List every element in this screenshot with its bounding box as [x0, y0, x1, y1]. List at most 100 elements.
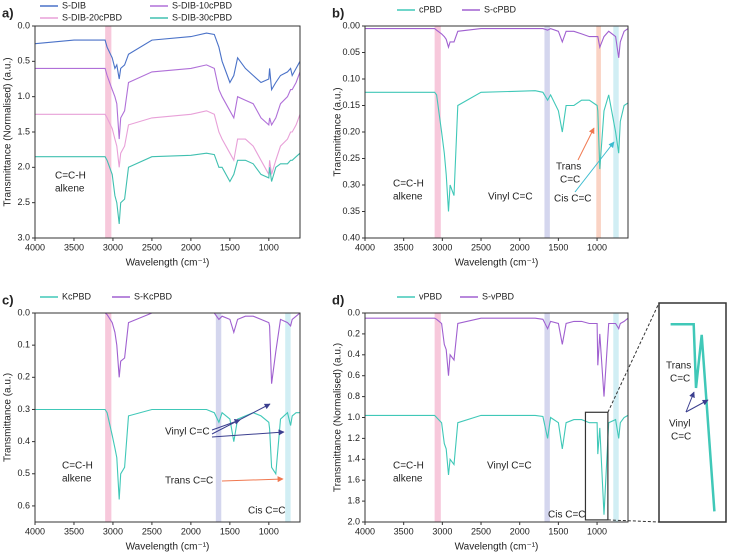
legend-label: S-DIB-20cPBD: [62, 12, 123, 22]
band: [544, 313, 550, 522]
x-tick-label: 3500: [64, 242, 84, 252]
y-tick-label: 0.2: [347, 328, 360, 338]
y-tick-label: 0.15: [342, 100, 360, 110]
annotation: Vinyl C=C: [165, 427, 210, 438]
x-tick-label: 2000: [181, 242, 201, 252]
y-tick-label: 0.25: [342, 153, 360, 163]
legend-label: S-vPBD: [482, 291, 515, 301]
y-tick-label: 0.4: [347, 349, 360, 359]
annotation: C=C-H: [393, 179, 424, 190]
y-tick-label: 2.0: [347, 516, 360, 526]
y-axis-label: Transmittance (Normalised) (a.u.): [333, 343, 344, 492]
annotation: Cis C=C: [548, 510, 586, 521]
x-tick-label: 1000: [587, 242, 607, 252]
x-tick-label: 3500: [64, 526, 84, 536]
band: [544, 26, 550, 238]
y-tick-label: 0.00: [342, 20, 360, 30]
x-tick-label: 3000: [103, 242, 123, 252]
inset-annotation: C=C: [670, 374, 690, 385]
inset-annotation: Vinyl: [669, 419, 691, 430]
band: [285, 313, 291, 522]
panel-label: b): [332, 5, 344, 20]
x-tick-label: 3500: [394, 242, 414, 252]
arrow: [574, 141, 615, 193]
x-tick-label: 2000: [510, 526, 530, 536]
y-tick-label: 0.0: [17, 20, 30, 30]
band: [613, 313, 619, 522]
legend-label: S-KcPBD: [134, 291, 173, 301]
y-tick-label: 0.35: [342, 206, 360, 216]
y-tick-label: 0.3: [17, 404, 30, 414]
x-axis-label: Wavelength (cm⁻¹): [126, 258, 210, 269]
arrow: [685, 391, 695, 413]
arrow: [211, 429, 285, 438]
spectrum-line: [35, 64, 301, 140]
panel-label: a): [2, 5, 14, 20]
spectrum-line: [365, 414, 629, 515]
plot-frame: [34, 25, 301, 239]
x-tick-label: 1500: [220, 526, 240, 536]
x-tick-label: 4000: [25, 526, 45, 536]
annotation: Cis C=C: [248, 506, 286, 517]
annotation: Cis C=C: [554, 194, 592, 205]
spectrum-line: [34, 32, 301, 92]
annotation: Trans C=C: [165, 476, 213, 487]
y-tick-label: 2.0: [17, 162, 30, 172]
y-axis-label: Transmittance (a.u.): [3, 373, 14, 462]
y-tick-label: 0.0: [17, 307, 30, 317]
legend-label: S-DIB-10cPBD: [172, 0, 233, 10]
plot-frame: [34, 312, 301, 523]
annotation: C=C: [560, 175, 580, 186]
spectrum-line: [365, 90, 629, 212]
x-tick-label: 1000: [259, 526, 279, 536]
x-tick-label: 1000: [587, 526, 607, 536]
y-tick-label: 0.1: [17, 340, 30, 350]
spectrum-line: [35, 408, 300, 500]
y-axis-label: Transmittance (a.u.): [333, 87, 344, 176]
y-tick-label: 1.0: [17, 91, 30, 101]
y-tick-label: 3.0: [17, 232, 30, 242]
y-tick-label: 1.4: [347, 454, 360, 464]
x-tick-label: 4000: [25, 242, 45, 252]
panel: 0.00 0.05 0.10 0.15 0.20 0.25 0.30 0.35 0.404000…: [332, 4, 629, 269]
y-tick-label: 1.8: [347, 495, 360, 505]
y-axis-label: Transmittance (Normalised) (a.u.): [3, 57, 14, 206]
y-tick-label: 0.8: [347, 391, 360, 401]
y-tick-label: 1.6: [347, 475, 360, 485]
y-tick-label: 0.5: [17, 468, 30, 478]
arrow: [211, 403, 271, 435]
zoom-line: [607, 519, 660, 523]
x-tick-label: 3000: [103, 526, 123, 536]
y-tick-label: 0.0: [347, 307, 360, 317]
y-tick-label: 0.4: [17, 436, 30, 446]
zoom-box: [584, 411, 609, 521]
y-tick-label: 0.10: [342, 73, 360, 83]
band: [105, 26, 112, 238]
annotation: Vinyl C=C: [488, 192, 533, 203]
arrow: [577, 127, 595, 161]
legend-label: S-cPBD: [484, 4, 517, 14]
y-tick-label: 0.5: [17, 56, 30, 66]
x-tick-label: 2000: [181, 526, 201, 536]
y-tick-label: 2.5: [17, 197, 30, 207]
annotation: alkene: [55, 184, 85, 195]
panel: 0.0 0.1 0.2 0.3 0.4 0.5 0.6 4000 3500 3000 2500 200…: [2, 291, 301, 553]
annotation: C=C-H: [55, 171, 86, 182]
annotation: alkene: [393, 474, 423, 485]
panel-label: d): [332, 292, 344, 307]
spectrum-line: [365, 317, 629, 397]
spectrum-line: [365, 28, 629, 58]
band: [434, 313, 441, 522]
spectrum-line: [35, 152, 301, 224]
arrow: [685, 399, 709, 413]
legend-label: vPBD: [419, 291, 443, 301]
x-tick-label: 3500: [394, 526, 414, 536]
plot-frame: [364, 25, 629, 239]
y-tick-label: 1.2: [347, 433, 360, 443]
legend-label: S-DIB: [62, 0, 86, 10]
x-tick-label: 3000: [432, 526, 452, 536]
annotation: C=C-H: [62, 461, 93, 472]
x-axis-label: Wavelength (cm⁻¹): [126, 542, 210, 553]
